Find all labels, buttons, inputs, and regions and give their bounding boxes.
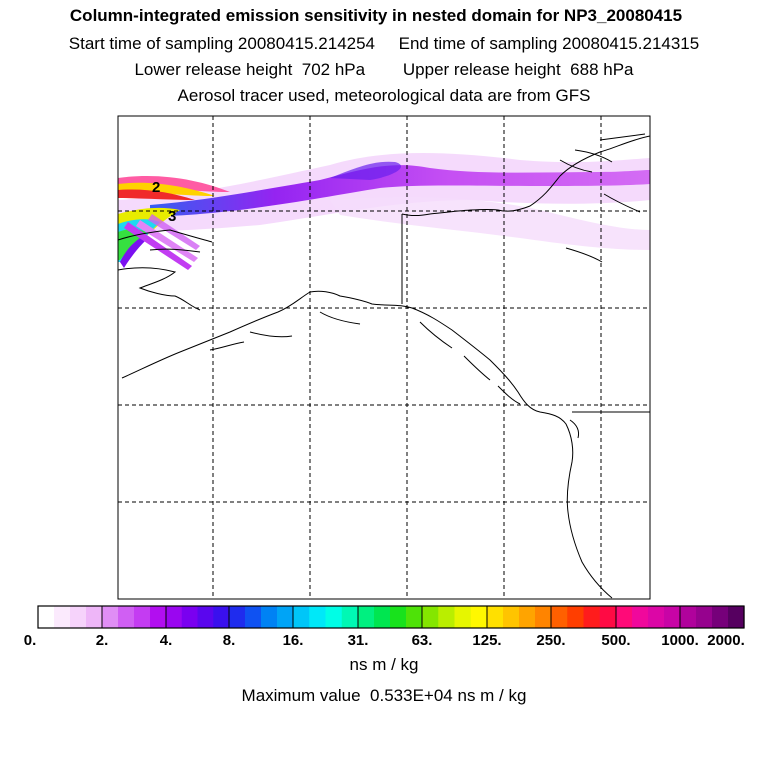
plume-layer bbox=[118, 153, 650, 270]
lower-height-label: Lower release height bbox=[134, 60, 293, 79]
maximum-value-line: Maximum value 0.533E+04 ns m / kg bbox=[0, 686, 768, 706]
colorbar-tick-label: 125. bbox=[472, 632, 502, 649]
western-alaska-coast bbox=[118, 229, 213, 311]
colorbar-swatch bbox=[277, 606, 294, 628]
puget-sound bbox=[569, 419, 579, 439]
colorbar-swatch bbox=[325, 606, 343, 628]
sampling-times: Start time of sampling 20080415.214254 E… bbox=[0, 34, 768, 54]
colorbar-tick-label: 8. bbox=[222, 632, 236, 649]
colorbar-swatch bbox=[309, 606, 327, 628]
colorbar-swatch bbox=[261, 606, 278, 628]
colorbar-swatch bbox=[406, 606, 423, 628]
colorbar-tick-label: 250. bbox=[536, 632, 566, 649]
colorbar-swatch bbox=[535, 606, 552, 628]
max-value-units: ns m / kg bbox=[457, 686, 527, 705]
colorbar-swatch bbox=[567, 606, 585, 628]
colorbar-swatch bbox=[551, 606, 568, 628]
colorbar-swatch bbox=[150, 606, 167, 628]
colorbar-tick-label: 500. bbox=[601, 632, 631, 649]
plume-dense-patch bbox=[330, 161, 401, 180]
colorbar-swatch bbox=[470, 606, 488, 628]
colorbar-tick-label: 2000. bbox=[707, 632, 745, 649]
colorbar-swatch bbox=[54, 606, 71, 628]
colorbar-swatch bbox=[358, 606, 375, 628]
colorbar-swatch bbox=[648, 606, 665, 628]
colorbar-swatch bbox=[38, 606, 55, 628]
colorbar-swatch bbox=[503, 606, 520, 628]
colorbar-swatch bbox=[519, 606, 536, 628]
colorbar-swatch bbox=[86, 606, 103, 628]
upper-height-label: Upper release height bbox=[402, 60, 561, 79]
graticule bbox=[118, 116, 650, 599]
colorbar-swatch bbox=[245, 606, 262, 628]
colorbar-dividers bbox=[101, 606, 681, 628]
colorbar-swatch bbox=[213, 606, 230, 628]
colorbar-swatch bbox=[487, 606, 504, 628]
colorbar-tick-label: 4. bbox=[159, 632, 173, 649]
source-lobe-violet bbox=[120, 238, 146, 268]
colorbar-tick-label: 2. bbox=[95, 632, 109, 649]
colorbar-swatch bbox=[599, 606, 617, 628]
colorbar-swatch bbox=[341, 606, 359, 628]
colorbar-swatch bbox=[374, 606, 391, 628]
start-time-value: 20080415.214254 bbox=[237, 34, 376, 53]
coastlines bbox=[118, 133, 650, 599]
colorbar-swatch bbox=[229, 606, 246, 628]
colorbar-units: ns m / kg bbox=[349, 655, 419, 674]
contour-label-2: 2 bbox=[152, 179, 160, 196]
colorbar-swatch bbox=[438, 606, 456, 628]
colorbar-swatch bbox=[680, 606, 697, 628]
colorbar-swatch bbox=[118, 606, 135, 628]
colorbar-swatch bbox=[454, 606, 472, 628]
colorbar-swatch bbox=[583, 606, 601, 628]
colorbar-swatch bbox=[134, 606, 151, 628]
colorbar-swatch bbox=[712, 606, 729, 628]
end-time-value: 20080415.214315 bbox=[562, 34, 700, 53]
colorbar-swatch bbox=[696, 606, 713, 628]
colorbar-swatch bbox=[102, 606, 119, 628]
colorbar-swatches bbox=[38, 606, 745, 628]
colorbar-swatch bbox=[616, 606, 633, 628]
max-value-label: Maximum value bbox=[241, 686, 361, 705]
colorbar-swatch bbox=[166, 606, 183, 628]
release-heights: Lower release height 702 hPa Upper relea… bbox=[0, 60, 768, 80]
colorbar-swatch bbox=[181, 606, 199, 628]
contour-label-3: 3 bbox=[168, 208, 176, 225]
plot-title: Column-integrated emission sensitivity i… bbox=[69, 6, 683, 25]
diagonal-streak-2 bbox=[136, 220, 198, 262]
source-arc-red bbox=[118, 189, 195, 200]
arctic-coast bbox=[401, 135, 650, 216]
pacific-coast bbox=[121, 290, 613, 599]
colorbar-tick-label: 1000. bbox=[661, 632, 699, 649]
plume-haze-lower bbox=[330, 197, 650, 250]
start-time-label: Start time of sampling bbox=[68, 34, 234, 53]
colorbar-swatch bbox=[728, 606, 745, 628]
max-value: 0.533E+04 bbox=[370, 686, 453, 705]
colorbar-frame bbox=[37, 605, 745, 629]
upper-height-value: 688 hPa bbox=[570, 60, 634, 79]
plume-core bbox=[150, 165, 650, 216]
colorbar-swatch bbox=[70, 606, 87, 628]
colorbar-swatch bbox=[197, 606, 214, 628]
island-coasts bbox=[209, 311, 521, 405]
arctic-islands bbox=[559, 133, 646, 263]
colorbar-swatch bbox=[390, 606, 407, 628]
colorbar-tick-label: 16. bbox=[282, 632, 304, 649]
colorbar-tick-label: 31. bbox=[347, 632, 369, 649]
tracer-note: Aerosol tracer used, meteorological data… bbox=[177, 86, 591, 105]
colorbar-tick-label: 0. bbox=[23, 632, 37, 649]
colorbar-swatch bbox=[293, 606, 310, 628]
colorbar-swatch bbox=[632, 606, 649, 628]
end-time-label: End time of sampling bbox=[398, 34, 558, 53]
map-frame bbox=[117, 115, 651, 600]
colorbar-swatch bbox=[664, 606, 681, 628]
diagonal-streak-3 bbox=[148, 214, 200, 250]
colorbar-tick-label: 63. bbox=[411, 632, 433, 649]
colorbar-swatch bbox=[422, 606, 439, 628]
lower-height-value: 702 hPa bbox=[301, 60, 366, 79]
